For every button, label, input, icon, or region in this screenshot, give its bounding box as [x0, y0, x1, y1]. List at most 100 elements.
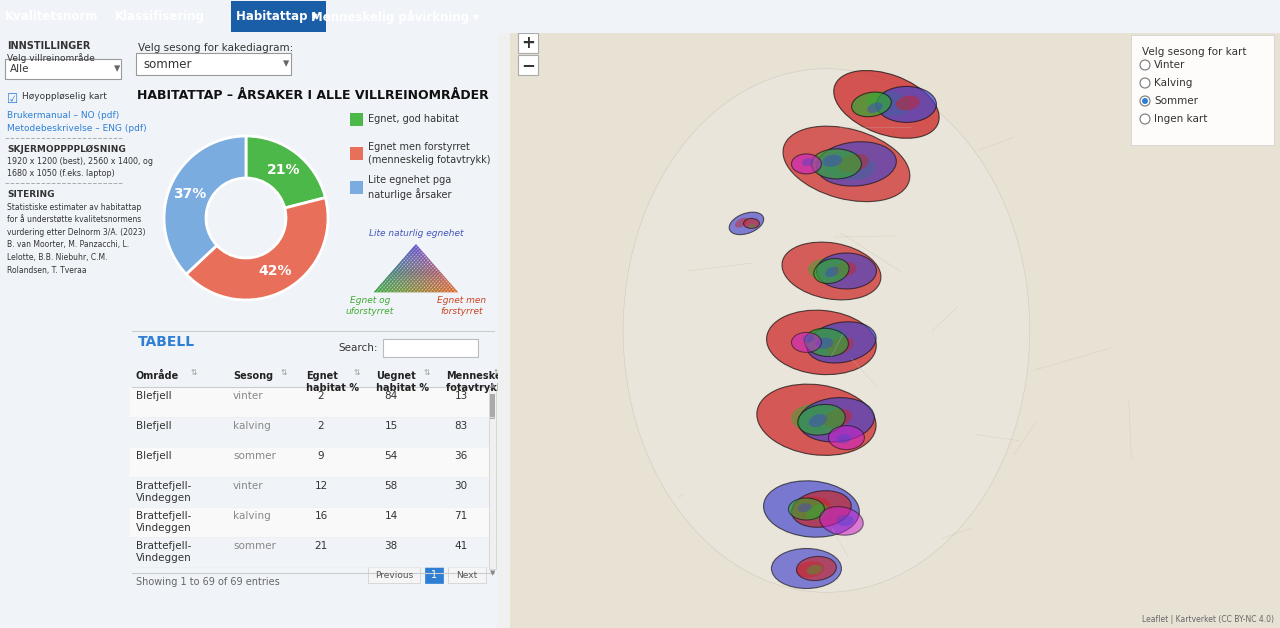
Polygon shape: [402, 273, 407, 275]
Polygon shape: [448, 283, 452, 284]
Polygon shape: [434, 286, 439, 288]
Polygon shape: [390, 275, 396, 277]
Circle shape: [1140, 60, 1149, 70]
Polygon shape: [422, 254, 426, 256]
Polygon shape: [407, 286, 412, 288]
FancyBboxPatch shape: [131, 507, 494, 537]
Polygon shape: [420, 277, 422, 279]
Polygon shape: [411, 279, 416, 281]
Polygon shape: [436, 277, 439, 279]
Polygon shape: [425, 283, 428, 284]
Ellipse shape: [730, 212, 764, 235]
Bar: [349, 147, 364, 160]
Polygon shape: [434, 290, 438, 292]
Polygon shape: [390, 286, 394, 288]
Polygon shape: [410, 254, 415, 256]
Polygon shape: [399, 288, 404, 290]
Text: Previous: Previous: [375, 570, 413, 580]
Polygon shape: [415, 248, 420, 250]
Polygon shape: [404, 268, 407, 269]
Polygon shape: [399, 281, 402, 283]
Polygon shape: [407, 279, 412, 281]
Polygon shape: [384, 279, 389, 281]
Circle shape: [1140, 96, 1149, 106]
Polygon shape: [431, 279, 434, 281]
Wedge shape: [186, 198, 328, 300]
Text: Blefjell: Blefjell: [136, 451, 172, 461]
Polygon shape: [420, 288, 422, 290]
Polygon shape: [385, 277, 390, 279]
Polygon shape: [399, 284, 404, 286]
Polygon shape: [421, 256, 426, 257]
Polygon shape: [398, 271, 401, 273]
Polygon shape: [431, 268, 434, 269]
Text: Habitattap ▾: Habitattap ▾: [237, 10, 317, 23]
Polygon shape: [401, 290, 406, 292]
Polygon shape: [410, 273, 412, 275]
Polygon shape: [412, 254, 417, 256]
Polygon shape: [417, 268, 421, 269]
Polygon shape: [425, 275, 428, 277]
Polygon shape: [428, 283, 431, 284]
Polygon shape: [433, 288, 438, 290]
Text: Brattefjell-
Vindeggen: Brattefjell- Vindeggen: [136, 511, 192, 533]
Polygon shape: [426, 265, 430, 268]
Polygon shape: [385, 288, 389, 290]
Polygon shape: [426, 284, 431, 286]
Polygon shape: [430, 284, 433, 286]
Polygon shape: [401, 286, 406, 288]
Polygon shape: [412, 269, 416, 271]
Polygon shape: [399, 269, 404, 271]
Polygon shape: [406, 277, 411, 279]
Polygon shape: [394, 283, 398, 284]
Polygon shape: [383, 284, 388, 286]
Polygon shape: [428, 286, 433, 288]
Polygon shape: [404, 286, 407, 288]
Polygon shape: [443, 281, 448, 283]
Polygon shape: [406, 254, 411, 256]
Polygon shape: [389, 288, 394, 290]
Text: Leaflet | Kartverket (CC BY-NC 4.0): Leaflet | Kartverket (CC BY-NC 4.0): [1142, 615, 1274, 624]
Polygon shape: [410, 288, 412, 290]
Polygon shape: [398, 283, 402, 284]
Polygon shape: [433, 281, 438, 283]
Polygon shape: [439, 277, 444, 279]
Polygon shape: [420, 254, 422, 256]
Polygon shape: [407, 256, 411, 257]
Polygon shape: [431, 268, 436, 269]
Polygon shape: [426, 257, 430, 259]
Ellipse shape: [756, 384, 876, 455]
Polygon shape: [394, 279, 399, 281]
Polygon shape: [402, 288, 406, 290]
Polygon shape: [443, 288, 447, 290]
Polygon shape: [388, 279, 393, 281]
Text: Brattefjell-
Vindeggen: Brattefjell- Vindeggen: [136, 541, 192, 563]
Polygon shape: [443, 277, 447, 279]
Polygon shape: [410, 269, 412, 271]
Polygon shape: [425, 279, 428, 281]
Polygon shape: [425, 290, 428, 292]
FancyBboxPatch shape: [131, 387, 494, 417]
Polygon shape: [417, 252, 422, 254]
FancyBboxPatch shape: [230, 1, 326, 32]
Polygon shape: [385, 281, 390, 283]
Circle shape: [1140, 114, 1149, 124]
Polygon shape: [406, 281, 411, 283]
Ellipse shape: [805, 328, 849, 357]
Ellipse shape: [783, 126, 910, 202]
Polygon shape: [421, 271, 425, 273]
Text: SKJERMOPPPPLØSNING: SKJERMOPPPPLØSNING: [6, 145, 125, 154]
Polygon shape: [401, 279, 404, 281]
Polygon shape: [407, 283, 412, 284]
Polygon shape: [421, 252, 425, 254]
Polygon shape: [385, 288, 390, 290]
Ellipse shape: [867, 102, 882, 113]
Polygon shape: [401, 283, 406, 284]
Polygon shape: [439, 288, 444, 290]
Polygon shape: [443, 281, 447, 283]
Polygon shape: [410, 254, 412, 256]
FancyBboxPatch shape: [518, 33, 538, 53]
Text: sommer: sommer: [143, 58, 192, 70]
Polygon shape: [422, 257, 428, 259]
Polygon shape: [389, 284, 393, 286]
